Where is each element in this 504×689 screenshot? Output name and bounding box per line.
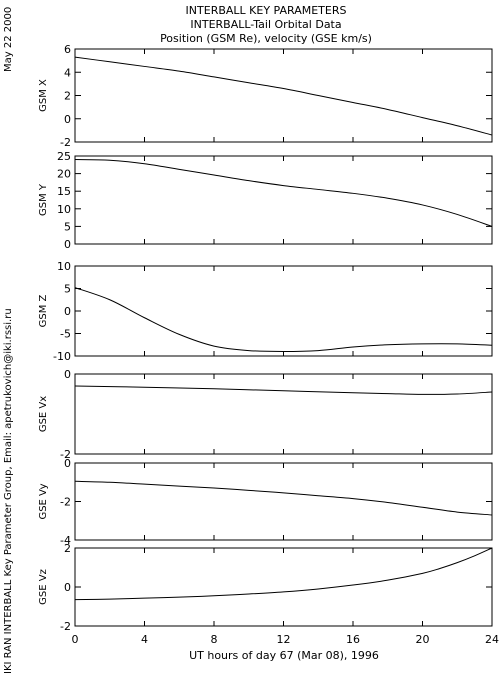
panel-frame bbox=[74, 547, 493, 627]
y-axis-label: GSM Z bbox=[38, 294, 49, 327]
y-tick-label: 20 bbox=[57, 168, 71, 181]
y-tick-label: 5 bbox=[64, 283, 71, 296]
x-tick-label: 24 bbox=[485, 633, 499, 646]
y-axis-label: GSE Vz bbox=[38, 569, 49, 605]
y-tick-label: -4 bbox=[60, 534, 71, 547]
y-tick-label: 6 bbox=[64, 43, 71, 56]
series-line bbox=[74, 159, 493, 227]
panel-1: -2 0 2 4 6 GSM X bbox=[38, 43, 493, 149]
x-tick-label: 12 bbox=[277, 633, 291, 646]
panel-3: -10 -5 0 5 10 GSM Z bbox=[38, 260, 493, 363]
y-tick-label: -2 bbox=[60, 136, 71, 149]
credit-line: IKI RAN INTERBALL Key Parameter Group, E… bbox=[3, 308, 14, 674]
y-tick-label: 0 bbox=[64, 368, 71, 381]
y-tick-label: -2 bbox=[60, 496, 71, 509]
x-tick-label: 16 bbox=[346, 633, 360, 646]
panel-frame bbox=[74, 462, 493, 541]
y-tick-label: 15 bbox=[57, 185, 71, 198]
y-tick-label: 10 bbox=[57, 203, 71, 216]
y-tick-label: 2 bbox=[64, 90, 71, 103]
x-tick-label: 4 bbox=[141, 633, 148, 646]
panel-5: -4 -2 0 GSE Vy bbox=[38, 457, 493, 547]
y-tick-label: -10 bbox=[53, 350, 71, 363]
x-tick-label: 20 bbox=[416, 633, 430, 646]
panel-4: -2 0 GSE Vx bbox=[38, 368, 493, 461]
y-tick-label: 0 bbox=[64, 581, 71, 594]
y-tick-label: -2 bbox=[60, 620, 71, 633]
x-tick-label: 8 bbox=[211, 633, 218, 646]
y-tick-label: -5 bbox=[60, 328, 71, 341]
title-line-2: INTERBALL-Tail Orbital Data bbox=[190, 18, 341, 31]
y-axis-label: GSM X bbox=[38, 79, 49, 112]
panel-6: -2 0 2 GSE Vz bbox=[38, 542, 493, 633]
y-tick-label: 2 bbox=[64, 542, 71, 555]
y-axis-label: GSM Y bbox=[38, 183, 49, 216]
print-date: May 22 2000 bbox=[3, 7, 14, 72]
y-tick-label: 0 bbox=[64, 457, 71, 470]
series-line bbox=[74, 480, 493, 516]
y-tick-label: 0 bbox=[64, 305, 71, 318]
series-line bbox=[74, 56, 493, 136]
title-line-1: INTERBALL KEY PARAMETERS bbox=[186, 4, 347, 17]
x-axis-label: UT hours of day 67 (Mar 08), 1996 bbox=[189, 649, 379, 662]
panel-frame bbox=[74, 48, 493, 143]
y-tick-label: 4 bbox=[64, 66, 71, 79]
panel-frame bbox=[74, 373, 493, 455]
y-axis-label: GSE Vx bbox=[38, 396, 49, 432]
series-line bbox=[74, 547, 493, 601]
title-line-3: Position (GSM Re), velocity (GSE km/s) bbox=[160, 32, 372, 45]
panel-frame bbox=[74, 265, 493, 357]
series-line bbox=[74, 287, 493, 353]
series-line bbox=[74, 385, 493, 395]
x-tick-label: 0 bbox=[72, 633, 79, 646]
y-tick-label: 5 bbox=[64, 220, 71, 233]
y-tick-label: 0 bbox=[64, 113, 71, 126]
panel-frame bbox=[74, 155, 493, 245]
y-tick-label: 25 bbox=[57, 150, 71, 163]
y-axis-label: GSE Vy bbox=[38, 483, 49, 519]
y-tick-label: 10 bbox=[57, 260, 71, 273]
y-tick-label: 0 bbox=[64, 238, 71, 251]
y-tick-label: -2 bbox=[60, 448, 71, 461]
panel-2: 0 5 10 15 20 25 GSM Y bbox=[38, 150, 493, 251]
